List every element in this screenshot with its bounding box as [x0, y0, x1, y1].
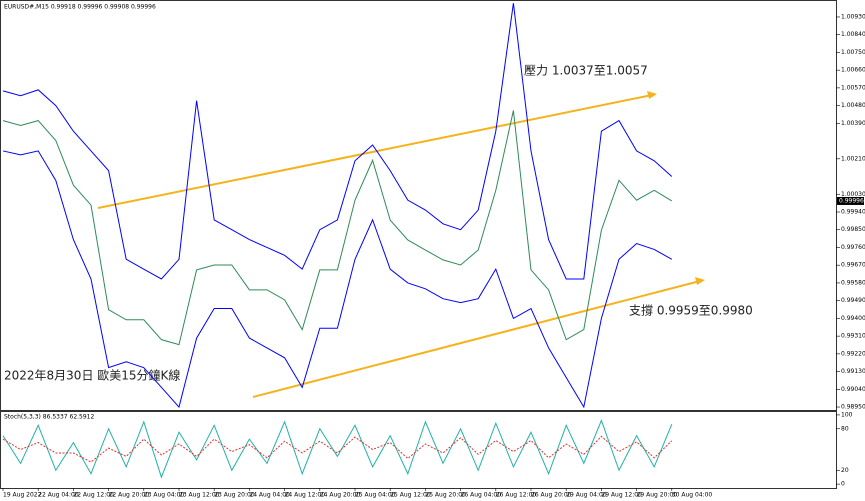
x-tick-label: 19 Aug 2022	[3, 492, 42, 499]
x-tick-label: 30 Aug 04:00	[672, 492, 713, 499]
y-tick-label: 0.99310	[841, 333, 865, 340]
x-tick-label: 26 Aug 12:00	[496, 492, 537, 499]
x-tick-label: 25 Aug 12:00	[390, 492, 431, 499]
y-tick-label: 1.00840	[841, 31, 865, 38]
y-tick-label: 0.99940	[841, 209, 865, 216]
y-tick-label: 0.99400	[841, 315, 865, 322]
support-label: 支撐 0.9959至0.9980	[629, 304, 753, 318]
support-trendline	[252, 280, 701, 398]
x-tick-label: 29 Aug 20:00	[637, 492, 678, 499]
y-tick-label: 0.99040	[841, 386, 865, 393]
x-tick-label: 22 Aug 12:00	[73, 492, 114, 499]
series-line	[2, 150, 673, 409]
y-tick-label: 0.99490	[841, 297, 865, 304]
current-price-box	[837, 196, 864, 205]
y-tick-label: 1.00390	[841, 120, 865, 127]
x-tick-label: 29 Aug 04:00	[566, 492, 607, 499]
x-tick-label: 24 Aug 20:00	[320, 492, 361, 499]
y-tick-label: 0.98950	[841, 404, 865, 411]
y-tick-label: 1.00570	[841, 84, 865, 91]
current-price-label: 0.99996	[839, 197, 864, 204]
series-line	[2, 110, 673, 346]
y-tick-label: 0.99580	[841, 279, 865, 286]
y-tick-label: 80	[841, 425, 849, 432]
y-tick-label: 1.00750	[841, 49, 865, 56]
y-tick-label: 20	[841, 467, 849, 474]
y-tick-label: 1.00660	[841, 67, 865, 74]
series-line	[2, 3, 673, 280]
y-tick-label: 1.00480	[841, 102, 865, 109]
y-tick-label: 0.99850	[841, 226, 865, 233]
x-tick-label: 29 Aug 12:00	[601, 492, 642, 499]
x-tick-label: 22 Aug 04:00	[38, 492, 79, 499]
y-tick-label: 100	[841, 411, 853, 418]
x-tick-label: 24 Aug 12:00	[285, 492, 326, 499]
stoch-header: Stoch(5,3,3) 86.5337 62.5912	[4, 414, 95, 421]
x-tick-label: 24 Aug 04:00	[249, 492, 290, 499]
y-tick-label: 0.99130	[841, 368, 865, 375]
x-tick-label: 23 Aug 04:00	[144, 492, 185, 499]
x-tick-label: 25 Aug 04:00	[355, 492, 396, 499]
series-line	[2, 419, 673, 479]
x-tick-label: 25 Aug 20:00	[425, 492, 466, 499]
x-tick-label: 26 Aug 04:00	[461, 492, 502, 499]
resistance-label: 壓力 1.0037至1.0057	[524, 64, 648, 78]
chart-caption: 2022年8月30日 歐美15分鐘K線	[4, 368, 180, 383]
price-panel	[0, 0, 837, 411]
chart-header: EURUSD#,M15 0.99918 0.99996 0.99908 0.99…	[4, 4, 156, 11]
x-tick-label: 26 Aug 20:00	[531, 492, 572, 499]
series-line	[2, 435, 673, 463]
y-tick-label: 0.99220	[841, 350, 865, 357]
arrow-head	[647, 91, 657, 99]
x-tick-label: 23 Aug 12:00	[179, 492, 220, 499]
y-tick-label: 1.00930	[841, 13, 865, 20]
y-tick-label: 0	[841, 481, 845, 488]
x-tick-label: 22 Aug 20:00	[109, 492, 150, 499]
stoch-panel	[0, 411, 837, 489]
resistance-trendline	[97, 94, 653, 209]
y-tick-label: 1.00210	[841, 155, 865, 162]
x-tick-label: 23 Aug 20:00	[214, 492, 255, 499]
arrow-head	[695, 277, 705, 285]
y-tick-label: 0.99670	[841, 262, 865, 269]
y-tick-label: 1.00030	[841, 191, 865, 198]
y-tick-label: 0.99760	[841, 244, 865, 251]
